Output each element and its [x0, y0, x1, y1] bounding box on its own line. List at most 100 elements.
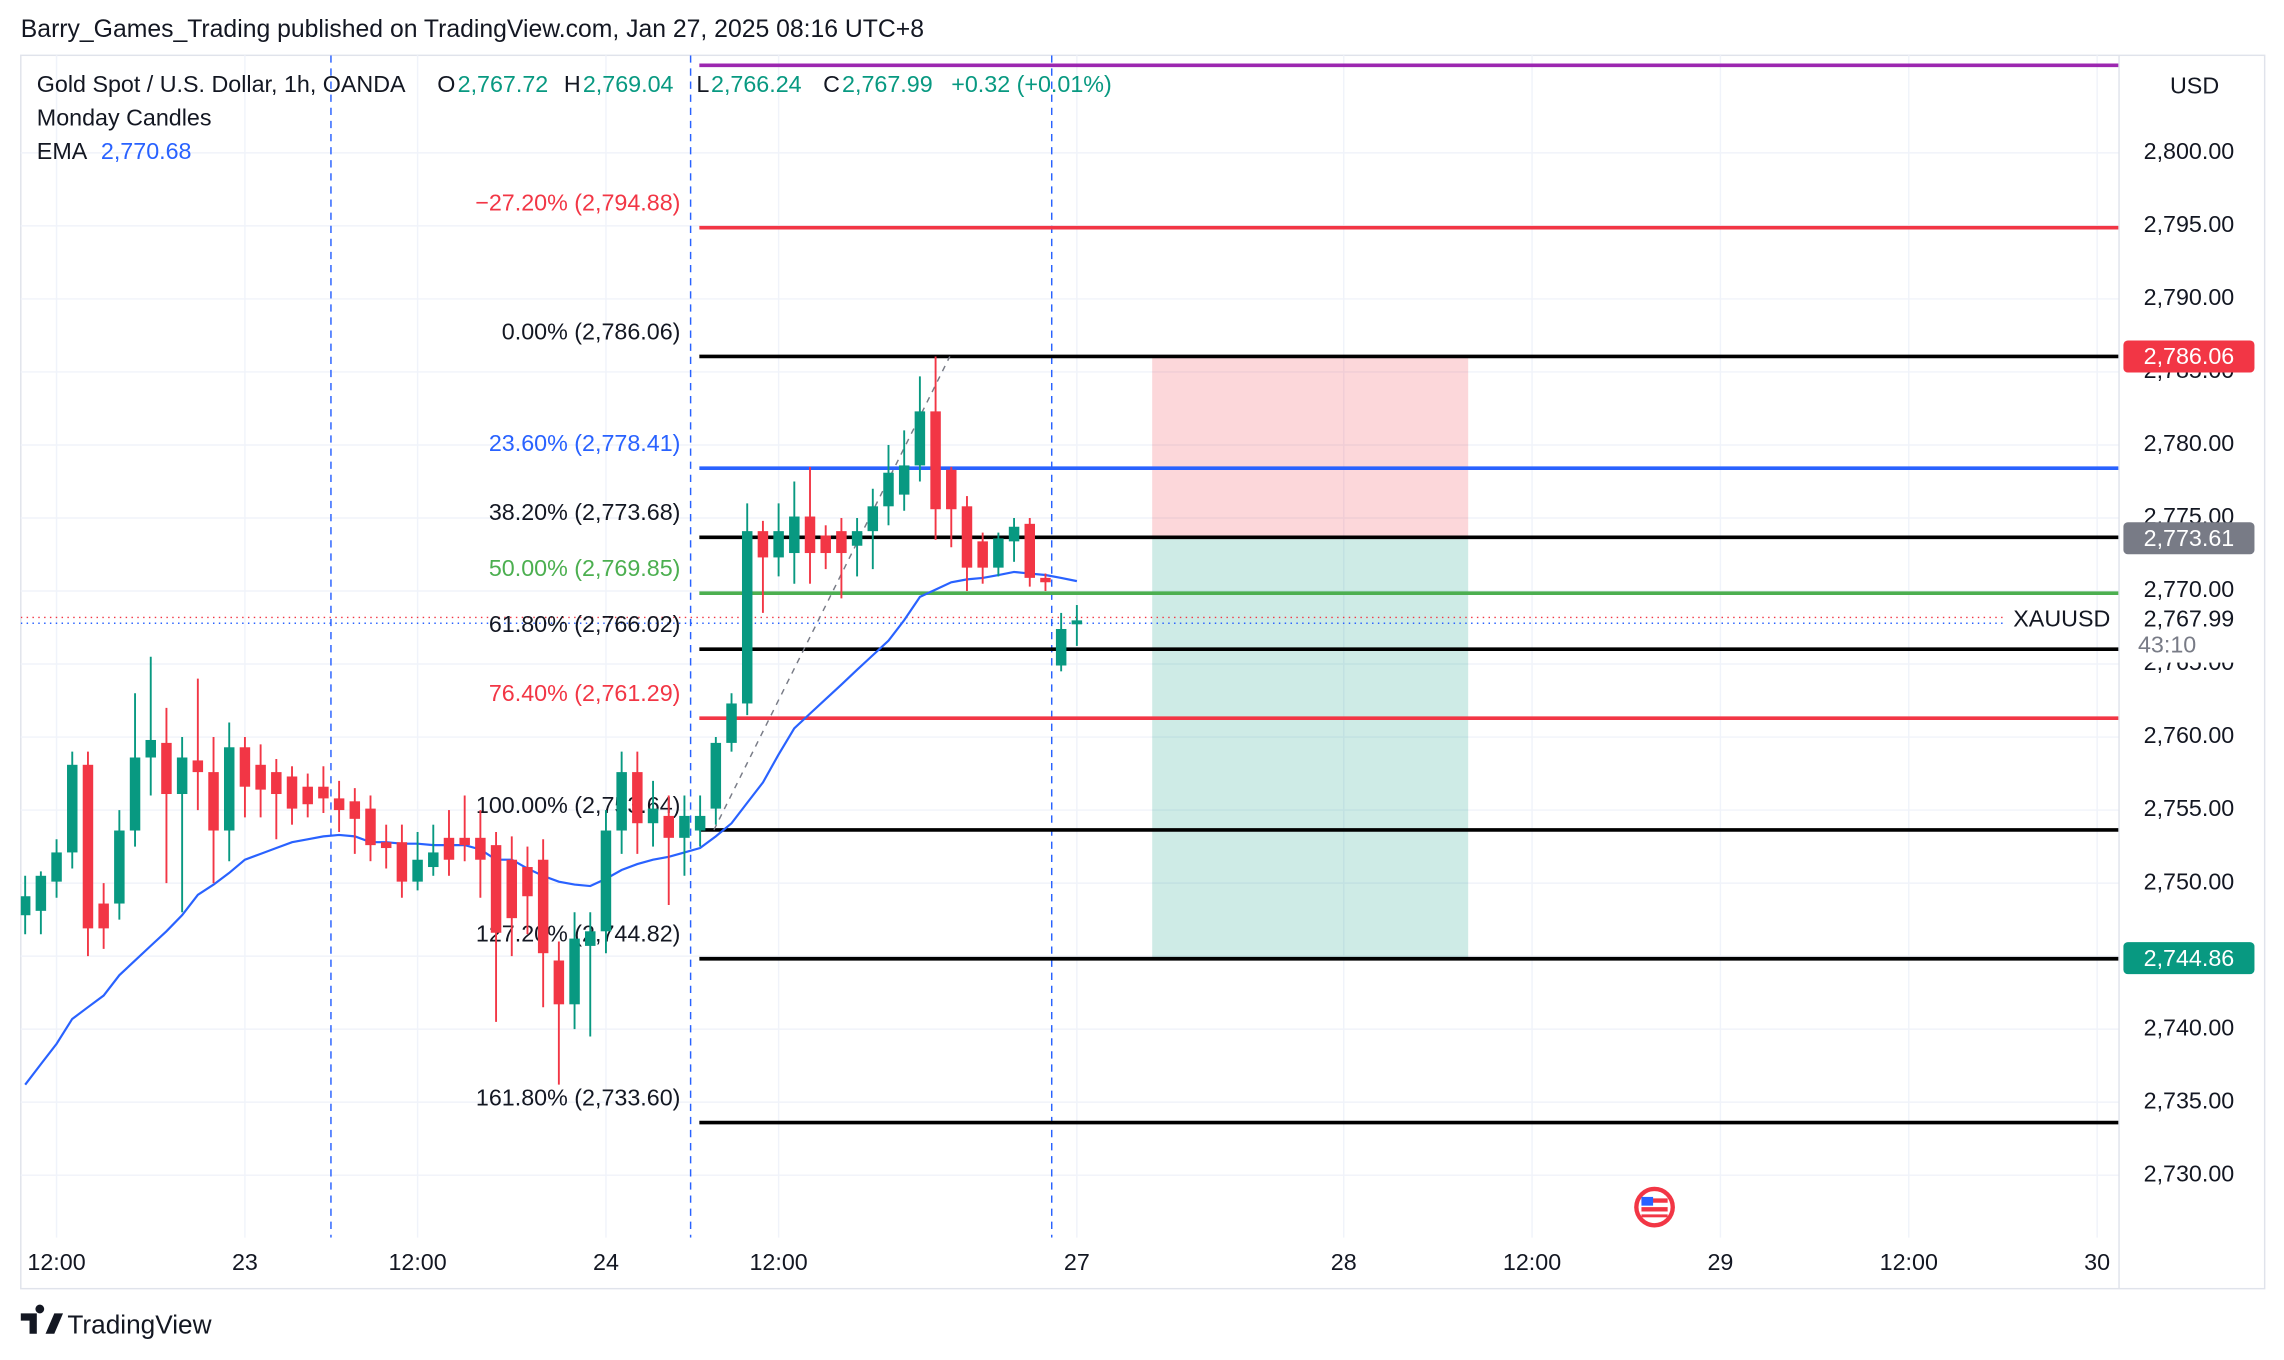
candle-body — [176, 757, 188, 795]
change-value: +0.32 (+0.01%) — [951, 71, 1111, 97]
last-price-bg — [2123, 604, 2255, 663]
candle-body — [208, 772, 219, 831]
candle-body — [537, 859, 549, 954]
candle-body — [789, 516, 800, 554]
candle-body — [773, 531, 784, 558]
candle-body — [380, 842, 392, 849]
last-price-label: 2,767.99 — [2144, 606, 2235, 632]
chart-frame — [20, 54, 2266, 1290]
candle-body — [993, 538, 1004, 568]
candle-body — [396, 842, 408, 882]
candle-body — [255, 764, 266, 790]
x-tick-label: 12:00 — [1503, 1249, 1561, 1275]
candle-body — [726, 703, 737, 743]
x-tick-label: 12:00 — [388, 1249, 446, 1275]
candle-body — [663, 815, 674, 838]
candle-body — [129, 757, 141, 831]
candle-body — [161, 742, 172, 795]
candle-body — [820, 535, 831, 554]
candle-body — [553, 960, 565, 1005]
price-badge — [2123, 340, 2255, 373]
candle-body — [647, 808, 659, 824]
grid — [20, 55, 2120, 1238]
x-tick-label: 28 — [1331, 1249, 1357, 1275]
ema-name: EMA — [37, 138, 88, 164]
fib-label: 50.00% (2,769.85) — [489, 555, 681, 581]
ohlc-key: H — [564, 71, 581, 97]
candle-body — [977, 541, 988, 568]
axes: 2,730.002,735.002,740.002,745.002,750.00… — [27, 138, 2255, 1275]
candle-body — [946, 469, 957, 510]
candle-body — [192, 760, 204, 773]
currency: USD — [2170, 73, 2219, 99]
y-tick-label: 2,795.00 — [2144, 211, 2235, 237]
candle-body — [710, 742, 722, 809]
candle-body — [67, 764, 78, 853]
publisher-text: Barry_Games_Trading published on Trading… — [21, 16, 924, 43]
fib-label: 0.00% (2,786.06) — [502, 318, 681, 344]
y-tick-label: 2,780.00 — [2144, 430, 2235, 456]
x-tick-label: 29 — [1707, 1249, 1733, 1275]
ohlc-key: C — [823, 71, 840, 97]
candle-body — [239, 747, 251, 787]
event-flag[interactable] — [1634, 1186, 1675, 1228]
candle-body — [1071, 620, 1083, 625]
candle-body — [694, 815, 706, 831]
candle-body — [98, 903, 109, 929]
candle-body — [930, 411, 941, 510]
candle-body — [1055, 628, 1067, 666]
ema-value: 2,770.68 — [101, 138, 192, 164]
y-tick-label: 2,770.00 — [2144, 576, 2235, 602]
candle-body — [522, 867, 533, 897]
plot-area: −27.20% (2,794.88) 0.00% (2,786.06) 23.60%… — [20, 55, 2120, 1238]
candle-body — [804, 516, 816, 554]
candle-body — [867, 506, 879, 532]
candle-body — [365, 808, 376, 846]
candle-body — [569, 938, 580, 1005]
candle-body — [271, 772, 282, 795]
candle-body — [35, 875, 47, 911]
candle-body — [679, 815, 690, 838]
y-tick-label: 2,790.00 — [2144, 284, 2235, 310]
candle-body — [1024, 523, 1036, 578]
candle-body — [302, 786, 313, 805]
candle-body — [883, 472, 894, 507]
x-tick-label: 27 — [1064, 1249, 1090, 1275]
candle-body — [836, 531, 847, 554]
ema-line — [24, 570, 1078, 1086]
fib-label: 161.80% (2,733.60) — [476, 1084, 681, 1110]
ohlc-value: 2,767.72 — [458, 71, 549, 97]
ohlc-value: 2,766.24 — [711, 71, 802, 97]
candle-body — [632, 772, 643, 824]
candle-body — [1040, 577, 1051, 583]
candle-body — [898, 465, 910, 495]
candle-body — [51, 852, 62, 882]
candle-body — [82, 764, 94, 929]
ohlc-value: 2,769.04 — [583, 71, 674, 97]
candle-body — [914, 411, 926, 466]
candle-body — [585, 931, 596, 946]
x-tick-label: 12:00 — [749, 1249, 807, 1275]
fib-label: 76.40% (2,761.29) — [489, 680, 681, 706]
candle-body — [851, 531, 863, 546]
ohlc-key: L — [696, 71, 709, 97]
candle-body — [490, 845, 502, 933]
fib-label: 38.20% (2,773.68) — [489, 499, 681, 525]
price-badge — [2123, 942, 2255, 975]
candle-body — [616, 772, 627, 831]
candle-body — [318, 786, 329, 799]
fib-label: 61.80% (2,766.02) — [489, 611, 681, 637]
candle-body — [757, 531, 769, 558]
y-tick-label: 2,750.00 — [2144, 868, 2235, 894]
y-tick-label: 2,800.00 — [2144, 138, 2235, 164]
x-tick-label: 12:00 — [27, 1249, 85, 1275]
x-tick-label: 30 — [2084, 1249, 2110, 1275]
price-badge-label: 2,744.86 — [2144, 945, 2235, 971]
candle-body — [443, 837, 455, 860]
ohlc-value: 2,767.99 — [842, 71, 933, 97]
candle-body — [506, 859, 518, 919]
indicator-name: Monday Candles — [37, 105, 212, 131]
